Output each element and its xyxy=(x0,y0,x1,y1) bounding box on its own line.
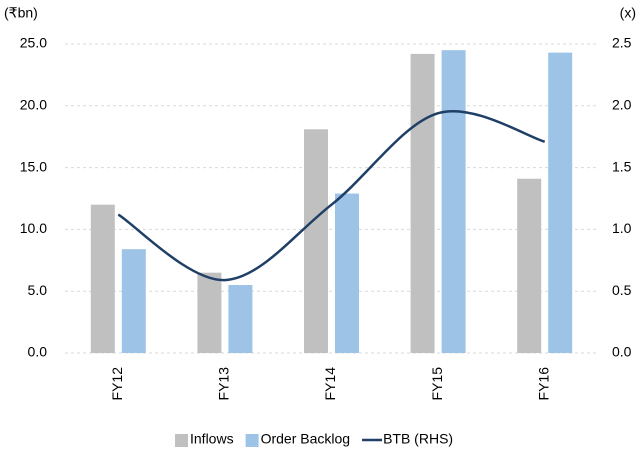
y2-tick-label: 2.0 xyxy=(612,97,632,113)
line xyxy=(117,110,546,282)
x-tick-label: FY14 xyxy=(322,367,338,401)
y-tick-label: 10.0 xyxy=(20,220,47,236)
x-tick-label: FY16 xyxy=(535,367,551,401)
bar xyxy=(121,249,146,353)
legend-swatch xyxy=(175,434,188,447)
y-axis-label: (₹bn) xyxy=(4,5,38,21)
y-tick-label: 5.0 xyxy=(28,282,48,298)
y-tick-label: 15.0 xyxy=(20,158,47,174)
y-tick-label: 25.0 xyxy=(20,35,47,51)
legend-swatch xyxy=(245,434,259,447)
y2-tick-label: 0.5 xyxy=(612,282,632,298)
y-tick-label: 20.0 xyxy=(20,97,47,113)
bar xyxy=(441,50,466,354)
bar xyxy=(197,272,222,353)
bar xyxy=(410,53,435,353)
bar xyxy=(548,52,573,353)
y2-tick-label: 2.5 xyxy=(612,35,632,51)
x-tick-label: FY15 xyxy=(429,367,445,401)
bar xyxy=(335,193,359,353)
legend-label: Order Backlog xyxy=(261,431,350,447)
bar xyxy=(304,129,328,353)
legend-label: Inflows xyxy=(190,431,234,447)
x-tick-label: FY12 xyxy=(109,367,125,401)
y2-tick-label: 0.0 xyxy=(612,344,632,360)
bar xyxy=(228,285,253,353)
y-tick-label: 0.0 xyxy=(28,344,48,360)
y2-tick-label: 1.5 xyxy=(612,158,632,174)
x-tick-label: FY13 xyxy=(216,367,232,401)
bar xyxy=(90,204,115,353)
bar xyxy=(517,178,542,353)
y2-tick-label: 1.0 xyxy=(612,220,632,236)
legend-label: BTB (RHS) xyxy=(383,431,453,447)
y2-axis-label: (x) xyxy=(620,5,636,21)
